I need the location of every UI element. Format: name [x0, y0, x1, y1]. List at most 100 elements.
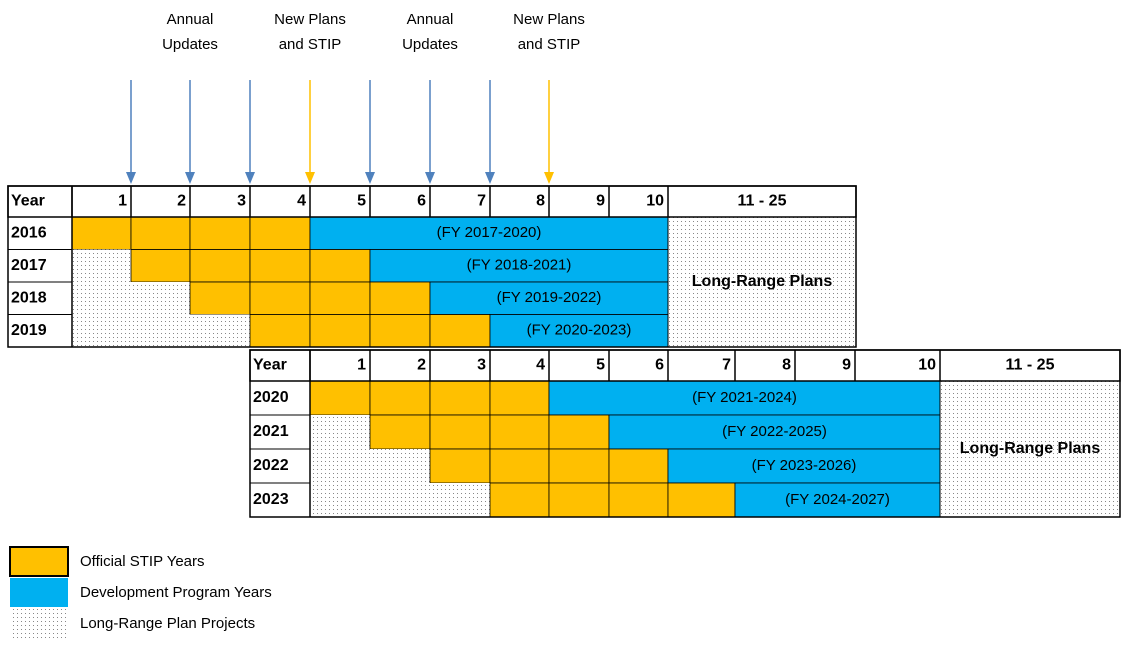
- year-label: 2017: [11, 257, 47, 274]
- legend-swatch: [9, 546, 69, 577]
- stip-cell: [369, 314, 431, 348]
- stip-cell: [548, 414, 610, 450]
- legend-label: Long-Range Plan Projects: [80, 615, 255, 632]
- stip-cell: [369, 281, 431, 315]
- arrow-head: [126, 172, 136, 184]
- long-range-block: [667, 216, 857, 348]
- header-label: 5: [357, 193, 366, 210]
- span-label: (FY 2019-2022): [497, 289, 602, 306]
- stip-cell: [249, 216, 311, 250]
- span-label: (FY 2022-2025): [722, 423, 827, 440]
- stip-cell: [429, 448, 491, 484]
- legend-swatch: [10, 609, 68, 638]
- annotation: Annual: [407, 11, 454, 28]
- arrow-head: [245, 172, 255, 184]
- header-row: [249, 349, 1121, 382]
- year-label: 2019: [11, 322, 47, 339]
- stip-cell: [608, 448, 669, 484]
- stip-cell: [130, 216, 191, 250]
- arrow-head: [305, 172, 315, 184]
- header-label: 6: [417, 193, 426, 210]
- legend-label: Development Program Years: [80, 584, 272, 601]
- year-label: 2021: [253, 423, 289, 440]
- year-label: 2022: [253, 457, 289, 474]
- stip-cell: [429, 314, 491, 348]
- long-range-label: Long-Range Plans: [960, 440, 1101, 457]
- long-range-cell: [310, 483, 490, 517]
- annotation: New Plans: [513, 11, 585, 28]
- stip-cell: [189, 216, 251, 250]
- stip-cell: [249, 314, 311, 348]
- arrow-head: [185, 172, 195, 184]
- header-label: 9: [596, 193, 605, 210]
- year-label: 2016: [11, 224, 47, 241]
- span-label: (FY 2020-2023): [527, 322, 632, 339]
- stip-cell: [548, 482, 610, 518]
- annotation: Annual: [167, 11, 214, 28]
- header-label: 10: [918, 357, 936, 374]
- header-label: 8: [782, 357, 791, 374]
- long-range-label: Long-Range Plans: [692, 273, 833, 290]
- arrow-head: [544, 172, 554, 184]
- stip-cell: [249, 249, 311, 283]
- span-label: (FY 2023-2026): [752, 457, 857, 474]
- header-label: 4: [297, 193, 306, 210]
- year-label: 2018: [11, 289, 47, 306]
- legend-label: Official STIP Years: [80, 553, 205, 570]
- long-range-cell: [310, 449, 430, 483]
- stip-cell: [429, 380, 491, 416]
- stip-cell: [667, 482, 736, 518]
- header-label: Year: [253, 357, 287, 374]
- development-span: [489, 314, 669, 348]
- header-label: 6: [655, 357, 664, 374]
- header-row: [7, 185, 857, 218]
- table-border: [7, 185, 857, 348]
- stip-cell: [429, 414, 491, 450]
- span-label: (FY 2024-2027): [785, 491, 890, 508]
- legend-swatch: [10, 578, 68, 607]
- span-label: (FY 2017-2020): [437, 224, 542, 241]
- long-range-cell: [72, 314, 250, 347]
- annotation: Updates: [162, 36, 218, 53]
- table-border: [249, 349, 1121, 518]
- year-label: 2023: [253, 491, 289, 508]
- long-range-block: [939, 380, 1121, 518]
- development-span: [608, 414, 941, 450]
- stip-cell: [369, 414, 431, 450]
- stip-cell: [309, 380, 371, 416]
- annotation: New Plans: [274, 11, 346, 28]
- span-label: (FY 2021-2024): [692, 389, 797, 406]
- long-range-cell: [72, 249, 131, 282]
- header-label: 3: [477, 357, 486, 374]
- development-span: [309, 216, 669, 250]
- header-label: 11 - 25: [1006, 357, 1055, 374]
- header-label: 1: [118, 193, 127, 210]
- long-range-cell: [72, 282, 190, 315]
- stip-cell: [548, 448, 610, 484]
- arrow-head: [425, 172, 435, 184]
- stip-cell: [249, 281, 311, 315]
- header-label: 8: [536, 193, 545, 210]
- stip-cell: [309, 249, 371, 283]
- header-label: 7: [722, 357, 731, 374]
- header-label: 10: [646, 193, 664, 210]
- header-label: 9: [842, 357, 851, 374]
- header-label: 2: [417, 357, 426, 374]
- stip-cell: [369, 380, 431, 416]
- stip-cell: [309, 281, 371, 315]
- header-label: Year: [11, 193, 45, 210]
- header-label: 5: [596, 357, 605, 374]
- year-label: 2020: [253, 389, 289, 406]
- annotation: Updates: [402, 36, 458, 53]
- stip-cell: [189, 249, 251, 283]
- stip-cell: [489, 414, 550, 450]
- annotation: and STIP: [279, 36, 342, 53]
- arrow-head: [485, 172, 495, 184]
- long-range-cell: [310, 415, 370, 449]
- stip-cell: [309, 314, 371, 348]
- header-label: 4: [536, 357, 545, 374]
- header-label: 1: [357, 357, 366, 374]
- header-label: 11 - 25: [738, 193, 787, 210]
- stip-cell: [130, 249, 191, 283]
